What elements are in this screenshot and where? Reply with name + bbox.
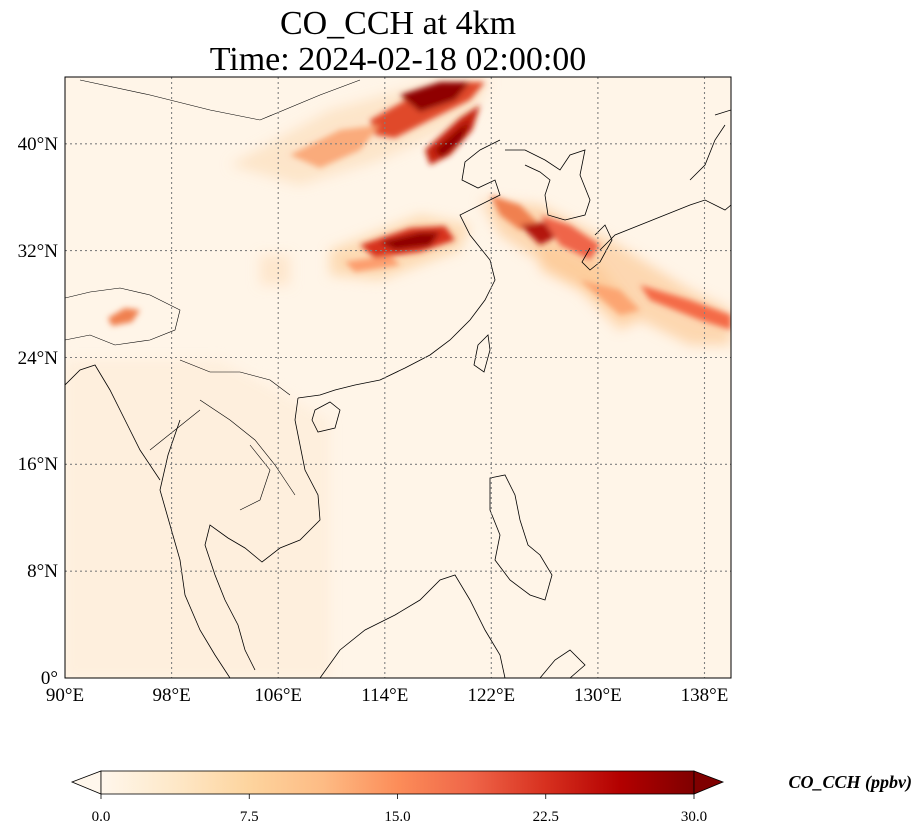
lat-tick-label: 32°N: [18, 241, 59, 262]
map-area: [65, 77, 731, 678]
lon-tick-label: 98°E: [152, 685, 190, 706]
colorbar-label: CO_CCH (ppbv): [789, 772, 913, 793]
taiwan-coastline: [473, 334, 491, 373]
coastlines-and-borders: [65, 79, 731, 678]
malay-coastline: [159, 419, 231, 678]
lat-tick-label: 40°N: [18, 134, 59, 155]
korea-coastline: [505, 149, 591, 221]
indochina-coastline: [204, 397, 321, 671]
philippines-coastline: [489, 474, 553, 601]
china-coastline: [297, 139, 501, 399]
colorbar-tick-label: 30.0: [681, 809, 707, 825]
longitude-ticks: 90°E 98°E 106°E 114°E 122°E 130°E 138°E: [46, 685, 728, 706]
colorbar-tick-marks: [100, 794, 695, 799]
lon-tick-label: 106°E: [254, 685, 302, 706]
lat-tick-label: 8°N: [27, 561, 58, 582]
hainan-coastline: [311, 401, 341, 433]
colorbar-tick-label: 15.0: [384, 809, 410, 825]
co-concentration-field: [65, 80, 731, 678]
inner-borders: [65, 79, 361, 511]
title-line-1: CO_CCH at 4km: [279, 5, 517, 42]
colorbar-tick-label: 22.5: [533, 809, 559, 825]
lon-tick-label: 90°E: [46, 685, 84, 706]
lat-tick-label: 24°N: [18, 348, 59, 369]
colorbar-tick-label: 0.0: [92, 809, 111, 825]
colorbar-tick-label: 7.5: [240, 809, 259, 825]
co-plume-core: [108, 82, 731, 330]
borneo-coastline: [319, 574, 506, 678]
colorbar-max-extend: [693, 770, 725, 795]
japan-coastline: [581, 109, 731, 271]
sulawesi-coastline: [539, 649, 586, 678]
lon-tick-label: 130°E: [574, 685, 622, 706]
lat-tick-label: 16°N: [18, 454, 59, 475]
title-line-2: Time: 2024-02-18 02:00:00: [209, 41, 587, 78]
map-title: CO_CCH at 4km Time: 2024-02-18 02:00:00: [65, 6, 731, 78]
lon-tick-label: 122°E: [467, 685, 515, 706]
lon-tick-label: 138°E: [681, 685, 729, 706]
map-frame: [64, 76, 732, 679]
lat-tick-label: 0°: [41, 668, 58, 689]
lon-tick-label: 114°E: [361, 685, 408, 706]
gridlines: [65, 77, 731, 678]
myanmar-india-coastline: [65, 364, 161, 481]
colorbar-min-extend: [70, 770, 102, 795]
colorbar-gradient: [100, 770, 695, 795]
latitude-ticks: 0° 8°N 16°N 24°N 32°N 40°N: [18, 134, 59, 689]
colorbar: 0.0 7.5 15.0 22.5 30.0 CO_CCH (ppbv): [70, 770, 913, 825]
